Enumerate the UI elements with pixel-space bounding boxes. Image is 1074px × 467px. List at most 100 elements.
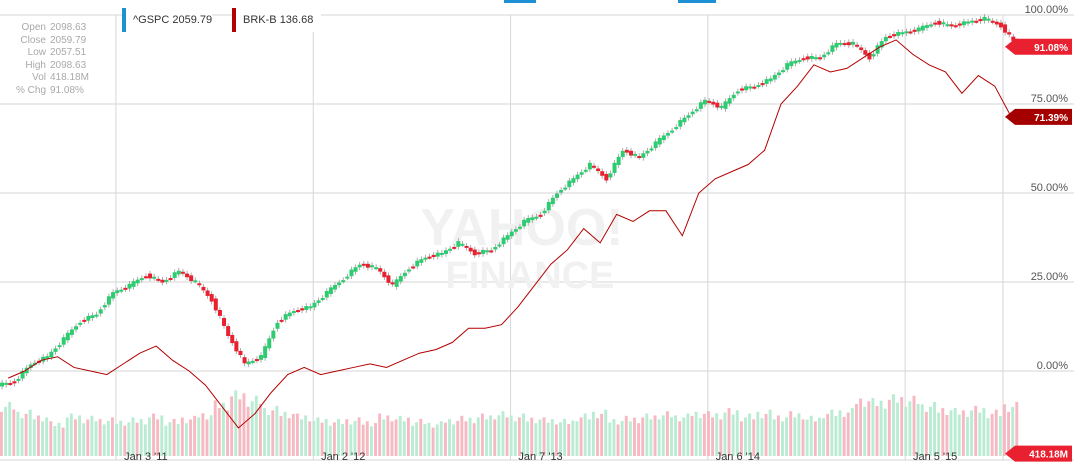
volume-bar (41, 421, 45, 456)
gspc-candle (945, 24, 950, 27)
gspc-candle (201, 286, 206, 291)
gspc-candle (768, 78, 773, 82)
gspc-candle (637, 156, 642, 159)
volume-bar (731, 414, 735, 456)
gspc-candle (966, 21, 971, 24)
gspc-candle (801, 58, 806, 61)
top-tab-indicator-2[interactable] (678, 0, 716, 3)
gspc-candle (1003, 24, 1008, 33)
x-tick-label: Jan 2 '12 (321, 451, 365, 462)
gspc-candle (304, 306, 309, 310)
legend-gspc[interactable]: ^GSPC 2059.79 (122, 8, 213, 32)
gspc-candle (263, 346, 268, 359)
volume-bar (575, 421, 579, 456)
volume-bar (834, 416, 838, 456)
gspc-candle (727, 98, 732, 104)
gspc-candle (82, 319, 87, 322)
volume-bar (135, 422, 139, 456)
gspc-candle (259, 355, 264, 360)
volume-bar (855, 404, 858, 456)
volume-bar (90, 415, 94, 456)
gspc-candle (390, 282, 395, 285)
gspc-candle (760, 83, 765, 86)
y-tick-label: 100.00% (1025, 4, 1069, 16)
volume-bar (974, 405, 978, 456)
gspc-candle (57, 345, 62, 348)
volume-bar (16, 411, 20, 456)
volume-bar (357, 417, 361, 456)
volume-bar (419, 418, 423, 456)
volume-bar (637, 423, 641, 456)
gspc-candle (148, 273, 153, 279)
y-tick-label: 25.00% (1031, 271, 1069, 283)
volume-bar (739, 421, 743, 456)
gspc-candle (328, 287, 333, 294)
volume-bar (353, 420, 357, 456)
volume-bar (563, 418, 567, 456)
gspc-candle (661, 135, 666, 141)
gspc-candle (143, 276, 148, 279)
gspc-candle (842, 43, 847, 46)
volume-bar (226, 410, 229, 456)
volume-bar (698, 418, 702, 456)
gspc-candle (472, 249, 477, 256)
volume-bar (378, 413, 382, 456)
volume-bar (332, 422, 336, 456)
top-tab-indicator-1[interactable] (504, 0, 536, 3)
gspc-candle (744, 86, 749, 91)
volume-bar (24, 413, 28, 456)
gspc-candle (185, 273, 190, 278)
volume-bar (542, 417, 546, 456)
ohlc-value: 2098.63 (50, 22, 87, 33)
volume-bar (805, 419, 809, 456)
volume-value-tag (1005, 445, 1072, 462)
gspc-candle (382, 271, 387, 278)
gspc-candle (291, 311, 296, 314)
volume-bar (908, 401, 912, 456)
volume-bar (279, 416, 283, 456)
volume-bar (587, 419, 591, 456)
volume-bar (369, 426, 373, 456)
volume-bar (82, 423, 86, 456)
gspc-candle (357, 264, 362, 268)
volume-bar (337, 418, 340, 456)
volume-bar (554, 424, 558, 456)
volume-bar (176, 424, 180, 456)
gspc-candle (493, 246, 498, 250)
gspc-candle (53, 348, 58, 352)
gspc-candle (953, 25, 958, 28)
volume-bar (423, 424, 427, 456)
gspc-candle (32, 362, 37, 365)
gspc-candle (961, 21, 966, 26)
volume-bar (456, 420, 460, 456)
volume-bar (275, 405, 279, 456)
volume-bar (4, 406, 8, 456)
gspc-candle (501, 237, 506, 245)
volume-bar (1003, 404, 1006, 456)
gspc-candle (859, 47, 864, 51)
volume-bar (324, 419, 328, 456)
gspc-candle (20, 371, 25, 379)
volume-bar (283, 411, 287, 456)
volume-bar (628, 421, 632, 456)
legend-brk[interactable]: BRK-B 136.68 (232, 8, 322, 32)
volume-bar (546, 422, 550, 456)
volume-bar (826, 413, 830, 456)
gspc-candle (353, 267, 358, 272)
gspc-candle (94, 314, 99, 317)
volume-bar (464, 421, 468, 456)
volume-bar (152, 413, 156, 456)
volume-bar (871, 398, 875, 456)
volume-bar (271, 410, 275, 456)
volume-bar (497, 415, 501, 456)
volume-bar (945, 414, 949, 456)
volume-bar (139, 419, 143, 456)
volume-bars (0, 390, 1019, 456)
yahoo-finance-watermark: YAHOO! FINANCE (420, 199, 623, 297)
volume-bar (620, 420, 624, 456)
volume-bar (287, 418, 291, 456)
gspc-candle (575, 174, 580, 180)
ohlc-low-row: Low 2057.51 (6, 47, 110, 60)
